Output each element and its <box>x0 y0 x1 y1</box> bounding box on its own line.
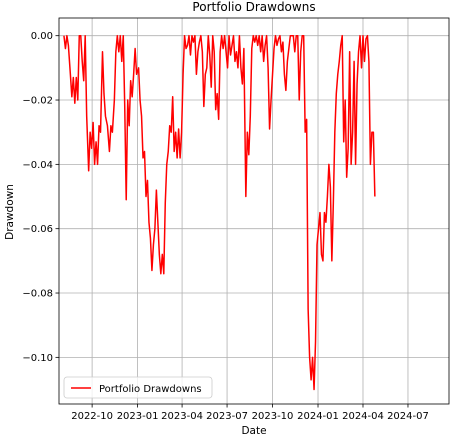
legend-box <box>63 376 213 399</box>
x-tick-label: 2024-07 <box>387 411 429 422</box>
y-tick-label: −0.08 <box>22 289 53 300</box>
grid-lines <box>59 18 449 404</box>
y-tick-label: −0.02 <box>22 96 53 107</box>
x-axis-title: Date <box>241 425 266 437</box>
x-tick-label: 2023-01 <box>117 411 159 422</box>
x-axis: 2022-10 2023-01 2023-04 2023-07 2023-10 2024-… <box>71 404 429 422</box>
y-tick-label: 0.00 <box>31 31 53 42</box>
series-lines <box>63 34 376 391</box>
y-tick-label: −0.04 <box>22 160 53 171</box>
x-tick-label: 2023-10 <box>252 411 294 422</box>
x-tick-label: 2023-07 <box>206 411 248 422</box>
y-tick-label: −0.10 <box>22 353 53 364</box>
y-axis: 0.00 −0.02 −0.04 −0.06 −0.08 −0.10 <box>22 31 59 364</box>
x-tick-label: 2024-04 <box>342 411 384 422</box>
chart-title: Portfolio Drawdowns <box>192 0 315 14</box>
x-tick-label: 2024-01 <box>297 411 339 422</box>
y-tick-label: −0.06 <box>22 224 53 235</box>
series-line-portfolio-drawdowns <box>63 34 376 391</box>
legend-entry-portfolio-drawdowns: Portfolio Drawdowns <box>99 384 202 395</box>
y-axis-title: Drawdown <box>4 184 16 240</box>
legend: Portfolio Drawdowns <box>63 376 213 399</box>
plot-frame <box>58 17 450 405</box>
x-tick-label: 2023-04 <box>161 411 203 422</box>
x-tick-label: 2022-10 <box>71 411 113 422</box>
